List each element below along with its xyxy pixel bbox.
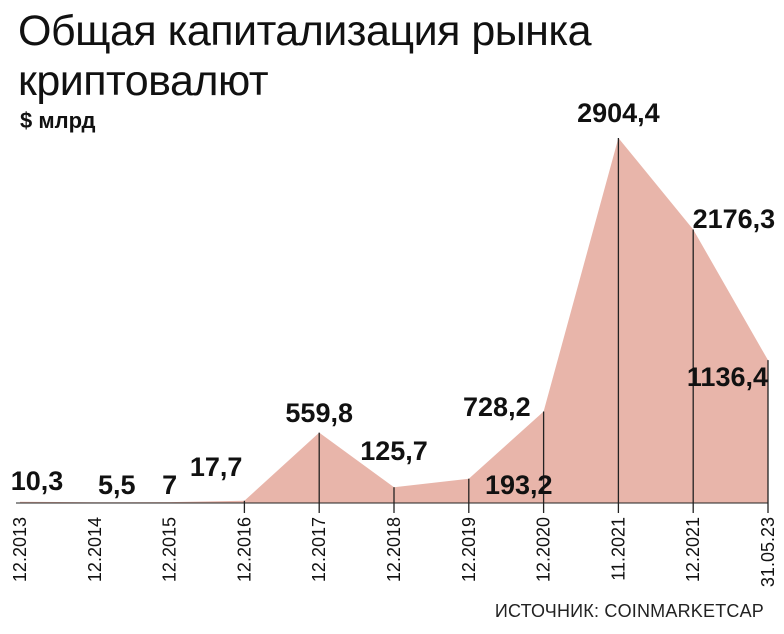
source-note: ИСТОЧНИК: COINMARKETCAP [494, 601, 764, 621]
data-label: 193,2 [485, 470, 553, 500]
chart-title-line-2: криптовалют [18, 57, 269, 105]
unit-label: $ млрд [20, 108, 96, 133]
x-tick-label: 12.2016 [234, 517, 254, 582]
data-label: 1136,4 [687, 362, 768, 392]
x-tick-label: 12.2014 [85, 517, 105, 582]
x-tick-label: 12.2013 [10, 517, 30, 582]
data-label: 559,8 [285, 398, 353, 428]
x-tick-label: 12.2021 [683, 517, 703, 582]
x-tick-label: 11.2021 [608, 517, 628, 581]
data-label: 125,7 [360, 436, 428, 466]
chart-title-line-1: Общая капитализация рынка [18, 7, 592, 55]
data-label: 10,3 [11, 466, 64, 496]
x-tick-label: 12.2015 [160, 517, 180, 582]
data-label: 5,5 [98, 470, 136, 500]
data-label: 728,2 [463, 392, 531, 422]
data-label: 7 [162, 470, 177, 500]
area-fill [20, 138, 768, 503]
data-label: 2904,4 [577, 98, 660, 128]
data-label: 17,7 [190, 452, 243, 482]
x-tick-label: 12.2018 [384, 517, 404, 582]
data-label: 2176,3 [693, 204, 776, 234]
x-tick-label: 12.2017 [309, 517, 329, 582]
x-tick-label: 12.2020 [534, 517, 554, 582]
x-tick-label: 31.05.23 [758, 517, 778, 587]
chart-title: Общая капитализация рынка криптовалют [18, 6, 592, 106]
x-tick-label: 12.2019 [459, 517, 479, 582]
